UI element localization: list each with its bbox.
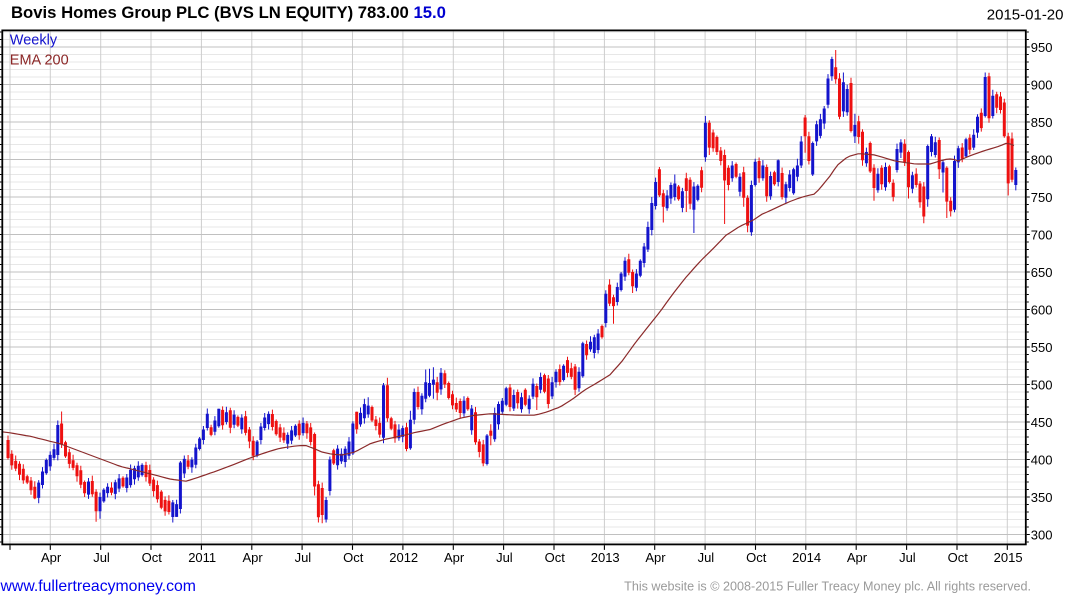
svg-text:700: 700: [1031, 228, 1053, 243]
svg-text:2014: 2014: [792, 550, 821, 565]
svg-text:2013: 2013: [591, 550, 620, 565]
svg-text:Oct: Oct: [545, 550, 566, 565]
svg-text:Oct: Oct: [948, 550, 969, 565]
svg-text:Apr: Apr: [645, 550, 666, 565]
svg-text:850: 850: [1031, 115, 1053, 130]
svg-text:Oct: Oct: [746, 550, 767, 565]
svg-text:Jul: Jul: [93, 550, 110, 565]
svg-text:800: 800: [1031, 153, 1053, 168]
svg-text:2015: 2015: [994, 550, 1023, 565]
svg-text:900: 900: [1031, 78, 1053, 93]
svg-text:Jul: Jul: [295, 550, 312, 565]
svg-text:Jul: Jul: [496, 550, 513, 565]
svg-text:Bovis Homes Group PLC (BVS LN: Bovis Homes Group PLC (BVS LN EQUITY) 78…: [11, 3, 446, 22]
svg-text:400: 400: [1031, 453, 1053, 468]
svg-text:Apr: Apr: [242, 550, 263, 565]
svg-text:Weekly: Weekly: [10, 33, 58, 49]
svg-text:Jul: Jul: [899, 550, 916, 565]
svg-text:Apr: Apr: [444, 550, 465, 565]
svg-text:www.fullertreacymoney.com: www.fullertreacymoney.com: [0, 578, 196, 595]
svg-text:Oct: Oct: [343, 550, 364, 565]
svg-text:600: 600: [1031, 303, 1053, 318]
svg-text:500: 500: [1031, 378, 1053, 393]
svg-text:Jul: Jul: [698, 550, 715, 565]
svg-text:350: 350: [1031, 490, 1053, 505]
svg-text:2012: 2012: [389, 550, 418, 565]
svg-text:EMA 200: EMA 200: [10, 53, 69, 69]
svg-text:2011: 2011: [188, 550, 216, 565]
svg-text:300: 300: [1031, 528, 1053, 543]
svg-text:450: 450: [1031, 415, 1053, 430]
svg-text:750: 750: [1031, 190, 1053, 205]
svg-text:Apr: Apr: [847, 550, 868, 565]
svg-text:Apr: Apr: [41, 550, 62, 565]
svg-text:650: 650: [1031, 265, 1053, 280]
svg-text:Oct: Oct: [142, 550, 163, 565]
svg-text:950: 950: [1031, 40, 1053, 55]
svg-text:550: 550: [1031, 340, 1053, 355]
svg-text:This website is © 2008-2015 Fu: This website is © 2008-2015 Fuller Treac…: [624, 580, 1031, 594]
svg-text:2015-01-20: 2015-01-20: [987, 6, 1064, 23]
